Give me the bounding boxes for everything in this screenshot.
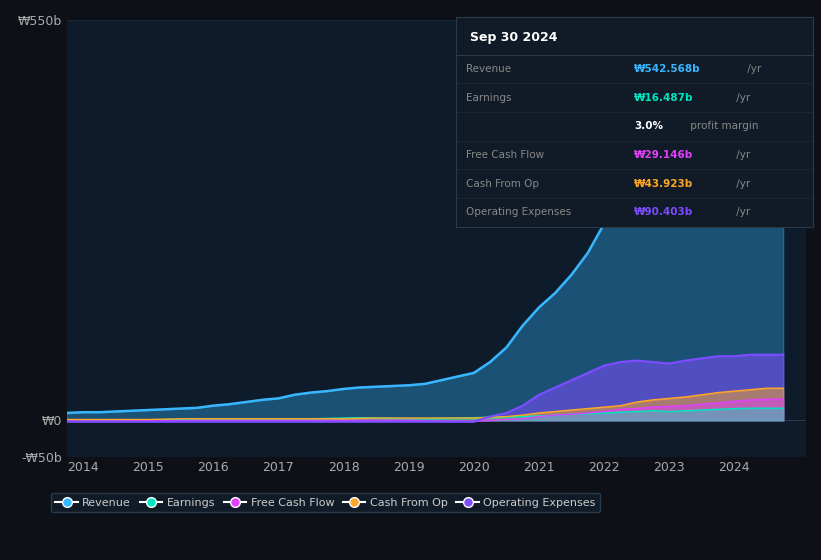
Text: /yr: /yr xyxy=(733,150,750,160)
Text: 3.0%: 3.0% xyxy=(635,122,663,132)
Text: /yr: /yr xyxy=(744,64,761,74)
Text: Revenue: Revenue xyxy=(466,64,511,74)
Text: Sep 30 2024: Sep 30 2024 xyxy=(470,31,557,44)
Legend: Revenue, Earnings, Free Cash Flow, Cash From Op, Operating Expenses: Revenue, Earnings, Free Cash Flow, Cash … xyxy=(51,493,600,512)
Text: /yr: /yr xyxy=(733,207,750,217)
Text: Operating Expenses: Operating Expenses xyxy=(466,207,571,217)
Text: profit margin: profit margin xyxy=(687,122,759,132)
Text: ₩16.487b: ₩16.487b xyxy=(635,92,694,102)
Text: ₩43.923b: ₩43.923b xyxy=(635,179,694,189)
Text: ₩29.146b: ₩29.146b xyxy=(635,150,694,160)
Text: Cash From Op: Cash From Op xyxy=(466,179,539,189)
Text: /yr: /yr xyxy=(733,179,750,189)
Text: Free Cash Flow: Free Cash Flow xyxy=(466,150,544,160)
Text: /yr: /yr xyxy=(733,92,750,102)
Text: Earnings: Earnings xyxy=(466,92,511,102)
Text: ₩90.403b: ₩90.403b xyxy=(635,207,694,217)
Text: ₩542.568b: ₩542.568b xyxy=(635,64,701,74)
